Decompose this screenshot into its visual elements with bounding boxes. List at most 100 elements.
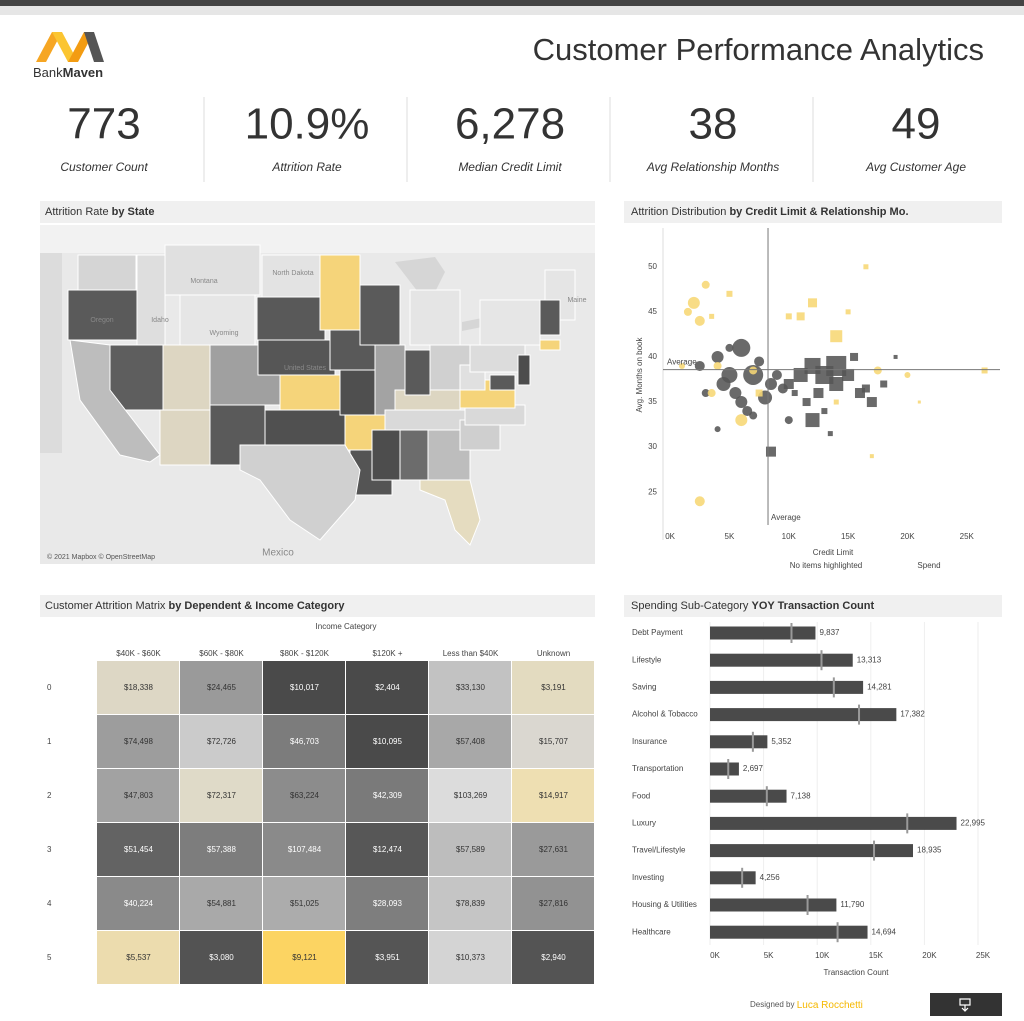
- logo-stroke: [36, 32, 62, 62]
- matrix-cell: [512, 661, 594, 714]
- cell-value: $10,373: [456, 953, 485, 962]
- category-label: Saving: [632, 683, 656, 692]
- state: [261, 254, 321, 298]
- scatter-square: [826, 355, 847, 376]
- state: [69, 339, 161, 463]
- scatter-square: [880, 380, 888, 388]
- scatter-point: [713, 361, 722, 370]
- ocean: [40, 253, 62, 453]
- map-label: Wyoming: [209, 330, 238, 337]
- scatter-square: [765, 446, 776, 457]
- state: [489, 374, 516, 391]
- row-label: 2: [47, 791, 52, 800]
- cell-value: $12,474: [373, 845, 402, 854]
- y-axis-label: Avg. Months on book: [635, 336, 644, 412]
- matrix-cell: [180, 931, 262, 984]
- cell-value: $40,224: [124, 899, 153, 908]
- matrix-cell: [263, 661, 345, 714]
- cell-value: $47,803: [124, 791, 153, 800]
- scatter-point: [754, 356, 765, 367]
- logo-stroke: [52, 32, 78, 62]
- scatter-chart: 25 30 35 40 45 50 0K 5K 10K 15K 20K 25K Credit Limit…: [635, 228, 1000, 570]
- map-attribution: © 2021 Mapbox © OpenStreetMap: [47, 553, 155, 561]
- x-axis-label: Transaction Count: [823, 968, 889, 977]
- bar: [710, 789, 787, 803]
- scatter-point: [694, 315, 705, 326]
- scatter-point: [711, 350, 724, 363]
- scatter-square: [791, 390, 798, 397]
- state: [67, 289, 138, 341]
- matrix-cell: [346, 769, 428, 822]
- value-label: 18,935: [917, 846, 942, 855]
- value-label: 14,281: [867, 683, 892, 692]
- kpi-label: Median Credit Limit: [458, 160, 562, 174]
- cell-value: $54,881: [207, 899, 236, 908]
- state: [256, 296, 326, 341]
- value-label: 11,790: [840, 900, 864, 909]
- matrix-cell: [429, 931, 511, 984]
- category-label: Insurance: [632, 737, 668, 746]
- scatter-square: [793, 367, 808, 382]
- y-tick-label: 40: [648, 352, 657, 361]
- matrix-cell: [97, 931, 179, 984]
- category-label: Lifestyle: [632, 655, 662, 664]
- cell-value: $5,537: [126, 953, 151, 962]
- scatter-square: [893, 354, 898, 359]
- scatter-point: [694, 496, 705, 507]
- cell-value: $28,093: [373, 899, 402, 908]
- state: [384, 409, 466, 431]
- kpi-label: Attrition Rate: [271, 160, 342, 174]
- matrix-cell: [263, 931, 345, 984]
- x-tick-label: 15K: [841, 532, 856, 541]
- panel-header: [624, 201, 1002, 223]
- scatter-square: [785, 313, 792, 320]
- canada: [40, 225, 595, 253]
- cell-value: $57,388: [207, 845, 236, 854]
- x-tick-label: 0K: [710, 951, 720, 960]
- scatter-square: [802, 398, 811, 407]
- cell-value: $18,338: [124, 683, 153, 692]
- scatter-square: [829, 377, 844, 391]
- map-label: Maine: [567, 297, 586, 304]
- kpi-label: Avg Customer Age: [865, 160, 966, 174]
- panel-header: [40, 595, 595, 617]
- x-tick-label: 10K: [815, 951, 830, 960]
- top-bar: [0, 0, 1024, 6]
- cell-value: $46,703: [290, 737, 319, 746]
- column-title: Income Category: [316, 622, 377, 631]
- column-header: $80K - $120K: [280, 649, 330, 658]
- kpi-value: 773: [67, 100, 140, 149]
- map-label: Oregon: [90, 317, 113, 324]
- state: [539, 339, 561, 351]
- state: [469, 344, 526, 373]
- column-header: Less than $40K: [443, 649, 499, 658]
- scatter-square: [805, 413, 820, 428]
- value-label: 2,697: [743, 764, 764, 773]
- logo-stroke: [84, 32, 104, 62]
- scatter-square: [917, 400, 921, 404]
- cell-value: $3,191: [541, 683, 566, 692]
- title-main: Spending Sub-Category: [631, 600, 749, 612]
- cell-value: $51,025: [290, 899, 319, 908]
- matrix-cell: [429, 715, 511, 768]
- x-tick-label: 20K: [922, 951, 937, 960]
- matrix-cell: [263, 769, 345, 822]
- scatter-square: [833, 399, 839, 405]
- logo-text: BankMaven: [33, 65, 103, 80]
- scatter-point: [701, 280, 710, 289]
- x-tick-label: 10K: [782, 532, 797, 541]
- matrix-cell: [429, 877, 511, 930]
- scatter-point: [771, 369, 782, 380]
- bar: [710, 680, 864, 694]
- scatter-point: [735, 414, 748, 427]
- cell-value: $27,816: [539, 899, 568, 908]
- matrix-cell: [97, 661, 179, 714]
- x-tick-label: 15K: [869, 951, 884, 960]
- panel-title: Spending Sub-Category YOY Transaction Co…: [631, 600, 874, 612]
- state: [409, 289, 461, 346]
- state: [164, 244, 261, 296]
- cell-value: $51,454: [124, 845, 153, 854]
- scatter-point: [749, 366, 758, 375]
- matrix-cell: [97, 715, 179, 768]
- matrix-cell: [97, 823, 179, 876]
